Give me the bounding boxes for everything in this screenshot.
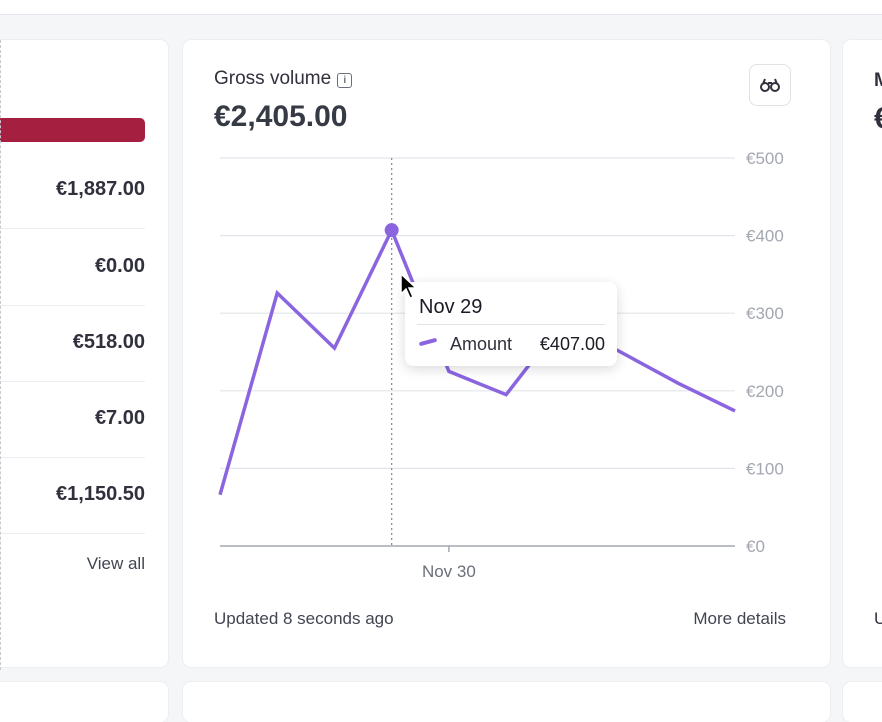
divider (0, 40, 1, 670)
balances-card: €1,887.00 €0.00 €518.00 €7.00 €1,150.50 … (0, 40, 168, 667)
more-details-link[interactable]: More details (693, 609, 786, 628)
partial-card: M € U (843, 40, 882, 667)
amount: €518.00 (72, 331, 145, 353)
updated-text: Updated 8 seconds ago (214, 609, 394, 628)
tooltip-date: Nov 29 (419, 296, 483, 318)
total-amount: €2,405.00 (214, 100, 348, 133)
y-tick-label: €100 (746, 459, 784, 478)
y-tick-label: €0 (746, 537, 765, 556)
list-item: €1,150.50 (0, 457, 145, 534)
amount: €0.00 (94, 255, 145, 277)
series-line-amount (218, 225, 736, 496)
partial-footer: U (874, 609, 882, 628)
amount: €1,887.00 (56, 178, 145, 200)
x-tick-label: Nov 30 (422, 562, 476, 581)
tooltip-label: Amount (450, 334, 513, 354)
list-item: €0.00 (0, 229, 145, 306)
y-tick-label: €400 (746, 227, 784, 246)
balance-bar (0, 118, 145, 142)
partial-title: M (874, 70, 882, 91)
tooltip-value: €407.00 (539, 334, 605, 354)
view-all-link[interactable]: View all (86, 554, 145, 573)
card-title: Gross volume i (214, 68, 353, 90)
list-item: €1,887.00 (0, 152, 145, 229)
title-text: Gross volume (214, 68, 332, 89)
top-bar (0, 0, 882, 15)
amount: €7.00 (94, 407, 145, 429)
y-tick-label: €300 (746, 304, 784, 323)
binoculars-icon (760, 78, 780, 92)
mouse-cursor-icon (400, 272, 418, 299)
y-tick-label: €500 (746, 149, 784, 168)
explore-button[interactable] (749, 64, 791, 106)
divider (417, 324, 605, 325)
chart-tooltip: Nov 29 Amount €407.00 (405, 282, 617, 366)
list-item: €7.00 (0, 381, 145, 458)
highlighted-data-point (384, 223, 399, 238)
series-swatch (418, 337, 438, 347)
y-tick-label: €200 (746, 382, 784, 401)
partial-value: € (874, 102, 882, 136)
info-icon[interactable]: i (337, 73, 353, 88)
amount: €1,150.50 (56, 483, 145, 505)
list-item: €518.00 (0, 305, 145, 382)
